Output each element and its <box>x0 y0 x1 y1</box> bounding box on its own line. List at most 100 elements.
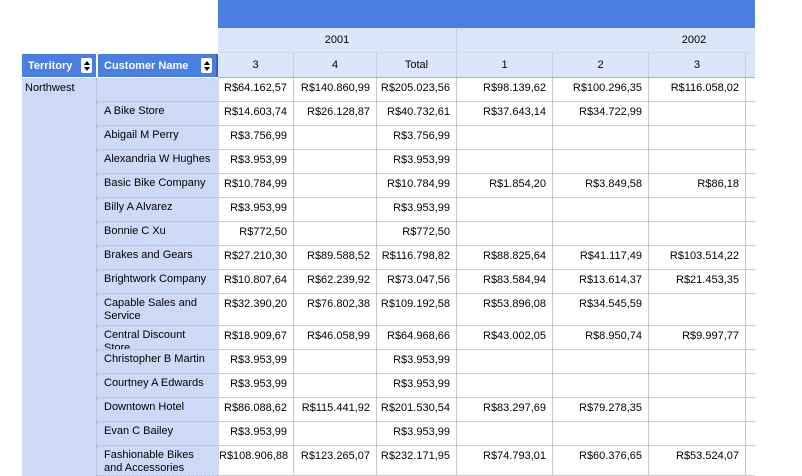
sort-up-down-icon[interactable] <box>81 58 92 73</box>
value-cell <box>457 350 553 373</box>
value-cell <box>294 422 377 445</box>
value-cell <box>294 150 377 173</box>
column-header-2002-q1: 1 <box>457 53 553 77</box>
value-cell: R$64.968,66 <box>377 326 457 349</box>
value-cell <box>649 126 746 149</box>
value-cell: R$115.441,92 <box>294 398 377 421</box>
value-cell <box>553 374 649 397</box>
value-cell: R$3.953,99 <box>377 350 457 373</box>
value-cell <box>553 422 649 445</box>
value-cell: R$10.784,99 <box>218 174 294 197</box>
value-cell: R$83.584,94 <box>457 270 553 293</box>
value-cell <box>294 126 377 149</box>
value-cell <box>649 422 746 445</box>
value-cell: R$772,50 <box>218 222 294 245</box>
value-cell: R$3.953,99 <box>377 422 457 445</box>
year-label: 2001 <box>324 34 350 46</box>
value-cell: R$3.953,99 <box>218 374 294 397</box>
spacer-cell <box>746 398 755 421</box>
table-row: R$108.906,88 R$123.265,07 R$232.171,95 R$74… <box>218 446 755 476</box>
column-header-2001-total: Total <box>377 53 457 77</box>
value-cell <box>294 350 377 373</box>
quarter-header-row: 3 4 Total 1 2 3 <box>218 52 755 78</box>
value-cell <box>649 374 746 397</box>
value-cell <box>457 222 553 245</box>
table-row: R$3.953,99 R$3.953,99 <box>218 374 755 398</box>
value-cell: R$79.278,35 <box>553 398 649 421</box>
table-row: R$86.088,62 R$115.441,92 R$201.530,54 R$83.… <box>218 398 755 422</box>
table-row: R$64.162,57 R$140.860,99 R$205.023,56 R$98.… <box>218 78 755 102</box>
customer-name-cell: Brightwork Company <box>96 270 218 294</box>
value-cell <box>553 350 649 373</box>
value-cell: R$53.896,08 <box>457 294 553 325</box>
year-header-2001: 2001 <box>218 28 457 52</box>
value-cell: R$86,18 <box>649 174 746 197</box>
value-cell: R$201.530,54 <box>377 398 457 421</box>
value-cell <box>457 126 553 149</box>
value-cell: R$32.390,20 <box>218 294 294 325</box>
value-cell <box>457 422 553 445</box>
value-cell: R$3.953,99 <box>218 350 294 373</box>
value-cell <box>457 198 553 221</box>
value-cell: R$232.171,95 <box>377 446 457 475</box>
value-cell: R$3.953,99 <box>377 374 457 397</box>
spacer-cell <box>746 78 755 101</box>
sales-data-grid: R$64.162,57 R$140.860,99 R$205.023,56 R$98.… <box>218 78 755 476</box>
table-row: R$14.603,74 R$26.128,87 R$40.732,61 R$37.64… <box>218 102 755 126</box>
value-cell: R$43.002,05 <box>457 326 553 349</box>
sort-up-down-icon[interactable] <box>201 58 212 73</box>
customer-name-cell: Abigail M Perry <box>96 126 218 150</box>
table-row: R$3.953,99 R$3.953,99 <box>218 150 755 174</box>
value-cell <box>294 174 377 197</box>
spacer-cell <box>746 446 755 475</box>
value-cell: R$3.953,99 <box>218 150 294 173</box>
value-cell: R$62.239,92 <box>294 270 377 293</box>
spacer-cell <box>746 102 755 125</box>
value-cell: R$116.798,82 <box>377 246 457 269</box>
spacer-cell <box>746 270 755 293</box>
value-cell: R$3.953,99 <box>218 422 294 445</box>
value-cell: R$86.088,62 <box>218 398 294 421</box>
customer-name-column-header[interactable]: Customer Name <box>98 54 218 77</box>
value-cell: R$40.732,61 <box>377 102 457 125</box>
table-row: R$27.210,30 R$89.588,52 R$116.798,82 R$88.8… <box>218 246 755 270</box>
table-row: R$18.909,67 R$46.058,99 R$64.968,66 R$43.00… <box>218 326 755 350</box>
spacer-cell <box>746 350 755 373</box>
customer-name-cell: Alexandria W Hughes <box>96 150 218 174</box>
customer-name-cell: Evan C Bailey <box>96 422 218 446</box>
year-label: 2002 <box>681 34 707 46</box>
value-cell <box>649 102 746 125</box>
value-cell <box>649 150 746 173</box>
value-cell: R$123.265,07 <box>294 446 377 475</box>
value-cell <box>553 150 649 173</box>
value-cell <box>649 198 746 221</box>
matrix-top-bar <box>218 0 755 28</box>
value-cell: R$103.514,22 <box>649 246 746 269</box>
value-cell: R$3.849,58 <box>553 174 649 197</box>
value-cell: R$27.210,30 <box>218 246 294 269</box>
territory-column-header[interactable]: Territory <box>22 54 96 77</box>
value-cell: R$9.997,77 <box>649 326 746 349</box>
table-row: R$772,50 R$772,50 <box>218 222 755 246</box>
spacer-cell <box>746 326 755 349</box>
value-cell: R$100.296,35 <box>553 78 649 101</box>
value-cell: R$14.603,74 <box>218 102 294 125</box>
customer-name-column: A Bike Store Abigail M Perry Alexandria W … <box>96 78 218 476</box>
column-header-2002-q3: 3 <box>649 53 746 77</box>
value-cell: R$88.825,64 <box>457 246 553 269</box>
territory-header-label: Territory <box>28 59 73 72</box>
value-cell: R$26.128,87 <box>294 102 377 125</box>
value-cell: R$41.117,49 <box>553 246 649 269</box>
value-cell: R$21.453,35 <box>649 270 746 293</box>
customer-name-cell: Bonnie C Xu <box>96 222 218 246</box>
table-row: R$10.784,99 R$10.784,99 R$1.854,20 R$3.849,… <box>218 174 755 198</box>
value-cell <box>294 374 377 397</box>
value-cell: R$3.953,99 <box>218 198 294 221</box>
value-cell <box>649 222 746 245</box>
value-cell: R$73.047,56 <box>377 270 457 293</box>
customer-name-cell: Capable Sales and Service <box>96 294 218 326</box>
customer-name-cell: Christopher B Martin <box>96 350 218 374</box>
value-cell: R$13.614,37 <box>553 270 649 293</box>
territory-total-row-label <box>96 78 218 102</box>
